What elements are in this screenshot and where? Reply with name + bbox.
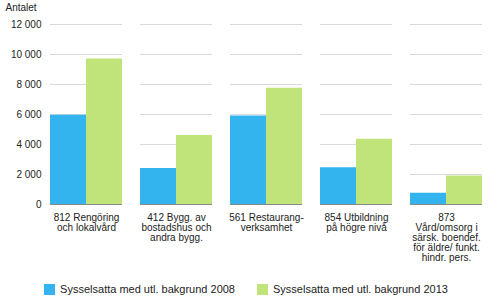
html-text:Sysselsatta med utl. bakgrund: Sysselsatta med utl. bakgrund 2008 xyxy=(60,283,235,295)
svg-text:10 000: 10 000 xyxy=(11,49,42,60)
svg-text:812 Rengöringoch lokalvård: 812 Rengöringoch lokalvård xyxy=(54,212,120,233)
html-text:Sysselsatta med utl. bakgrund: Sysselsatta med utl. bakgrund 2013 xyxy=(273,283,448,295)
svg-text:6 000: 6 000 xyxy=(16,109,41,120)
svg-text:854 Utbildningpå högre nivå: 854 Utbildningpå högre nivå xyxy=(325,212,389,233)
svg-text:8 000: 8 000 xyxy=(16,79,41,90)
svg-text:873Vård/omsorg isärsk. boendef: 873Vård/omsorg isärsk. boendef.för äldre… xyxy=(412,212,480,263)
svg-text:412 Bygg. avbostadshus ochandr: 412 Bygg. avbostadshus ochandra bygg. xyxy=(141,212,211,243)
svg-text:Antalet: Antalet xyxy=(6,2,37,13)
svg-text:2 000: 2 000 xyxy=(16,169,41,180)
svg-text:561 Restaurang-verksamhet: 561 Restaurang-verksamhet xyxy=(229,212,304,233)
svg-text:4 000: 4 000 xyxy=(16,139,41,150)
svg-text:12 000: 12 000 xyxy=(11,19,42,30)
svg-text:0: 0 xyxy=(36,199,42,210)
